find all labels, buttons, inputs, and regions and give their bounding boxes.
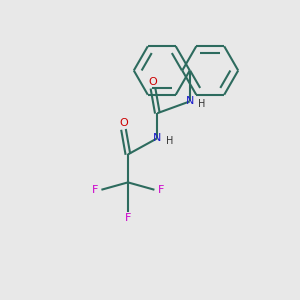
Text: N: N [153, 133, 161, 143]
Text: F: F [125, 213, 131, 223]
Text: H: H [166, 136, 173, 146]
Text: F: F [92, 185, 98, 195]
Text: O: O [148, 77, 157, 87]
Text: N: N [186, 96, 194, 106]
Text: O: O [119, 118, 128, 128]
Text: F: F [158, 185, 164, 195]
Text: H: H [198, 99, 206, 110]
